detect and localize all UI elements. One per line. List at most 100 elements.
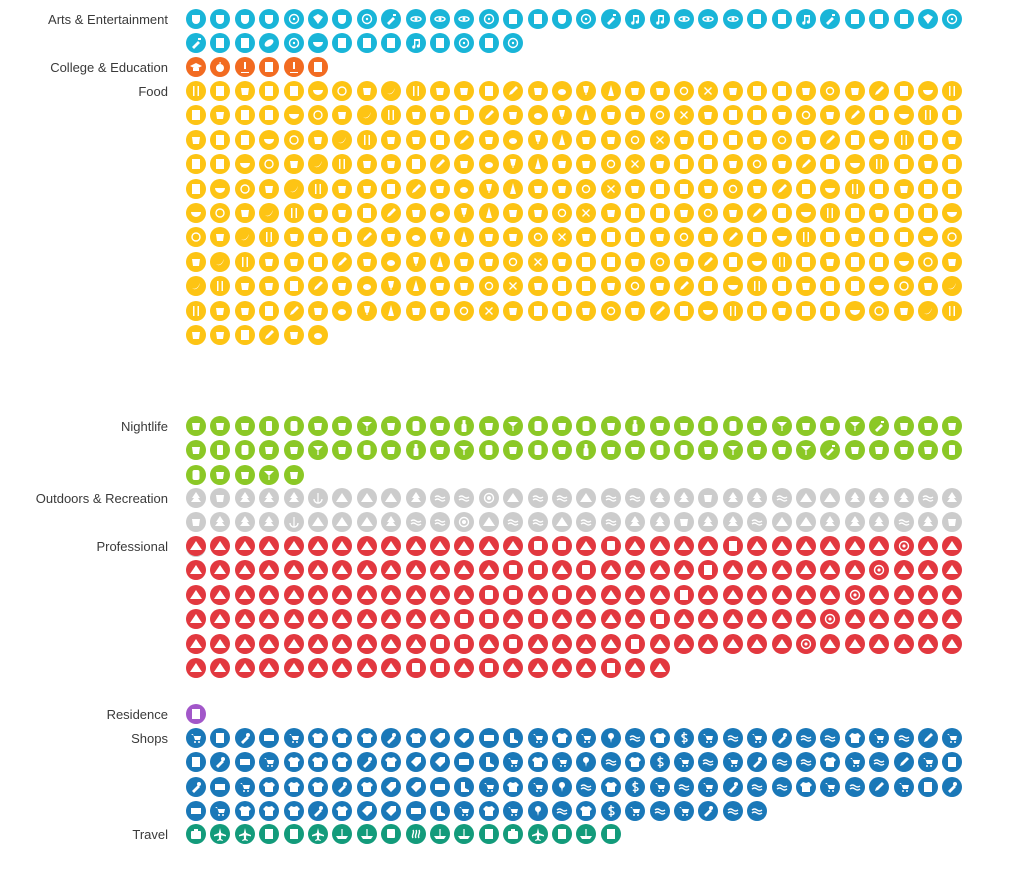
cup-icon[interactable] <box>381 440 401 460</box>
building-icon[interactable] <box>796 252 816 272</box>
cup-icon[interactable] <box>454 154 474 174</box>
theater-icon[interactable] <box>332 9 352 29</box>
microscope-icon[interactable] <box>235 57 255 77</box>
tree-icon[interactable] <box>747 488 767 508</box>
donut-icon[interactable] <box>528 227 548 247</box>
cup-icon[interactable] <box>772 154 792 174</box>
building-icon[interactable] <box>308 252 328 272</box>
shirt-icon[interactable] <box>308 728 328 748</box>
tent-icon[interactable] <box>406 634 426 654</box>
building-icon[interactable] <box>674 301 694 321</box>
shirt-icon[interactable] <box>650 728 670 748</box>
tent-icon[interactable] <box>332 560 352 580</box>
building-icon[interactable] <box>820 276 840 296</box>
tent-icon[interactable] <box>674 609 694 629</box>
bowl-icon[interactable] <box>698 301 718 321</box>
wine-icon[interactable] <box>454 203 474 223</box>
tent-icon[interactable] <box>308 585 328 605</box>
donut-icon[interactable] <box>772 130 792 150</box>
shirt-icon[interactable] <box>332 752 352 772</box>
building-icon[interactable] <box>894 203 914 223</box>
building-icon[interactable] <box>601 824 621 844</box>
wine-icon[interactable] <box>479 179 499 199</box>
cart-icon[interactable] <box>210 801 230 821</box>
atom-icon[interactable] <box>430 9 450 29</box>
music-icon[interactable] <box>796 9 816 29</box>
tag-icon[interactable] <box>381 801 401 821</box>
bus-icon[interactable] <box>528 609 548 629</box>
pretzel-icon[interactable] <box>259 154 279 174</box>
tent-icon[interactable] <box>576 536 596 556</box>
flower-icon[interactable] <box>479 488 499 508</box>
wave-icon[interactable] <box>601 752 621 772</box>
utensils-icon[interactable] <box>210 276 230 296</box>
tent-icon[interactable] <box>894 585 914 605</box>
plane-icon[interactable] <box>308 824 328 844</box>
tent-icon[interactable] <box>503 488 523 508</box>
film-icon[interactable] <box>503 33 523 53</box>
film-icon[interactable] <box>479 9 499 29</box>
wine-icon[interactable] <box>357 301 377 321</box>
tent-icon[interactable] <box>357 609 377 629</box>
graduation-icon[interactable] <box>186 57 206 77</box>
wine-icon[interactable] <box>406 252 426 272</box>
battery-icon[interactable] <box>259 416 279 436</box>
building-icon[interactable] <box>528 9 548 29</box>
cup-icon[interactable] <box>601 416 621 436</box>
tag-icon[interactable] <box>406 752 426 772</box>
building-icon[interactable] <box>820 227 840 247</box>
wrench-icon[interactable] <box>308 801 328 821</box>
cart-icon[interactable] <box>894 777 914 797</box>
tent-icon[interactable] <box>674 634 694 654</box>
crab-icon[interactable] <box>454 179 474 199</box>
pencil-icon[interactable] <box>698 252 718 272</box>
tent-icon[interactable] <box>357 560 377 580</box>
cup-icon[interactable] <box>845 440 865 460</box>
shirt-icon[interactable] <box>820 752 840 772</box>
cup-icon[interactable] <box>284 465 304 485</box>
cup-icon[interactable] <box>357 81 377 101</box>
utensils-icon[interactable] <box>308 179 328 199</box>
tent-icon[interactable] <box>357 512 377 532</box>
building-icon[interactable] <box>942 154 962 174</box>
building-icon[interactable] <box>723 130 743 150</box>
film-icon[interactable] <box>284 33 304 53</box>
wave-icon[interactable] <box>601 512 621 532</box>
pretzel-icon[interactable] <box>235 179 255 199</box>
tent-icon[interactable] <box>723 634 743 654</box>
cup-icon[interactable] <box>528 81 548 101</box>
bus-icon[interactable] <box>503 585 523 605</box>
cart-icon[interactable] <box>503 752 523 772</box>
cup-icon[interactable] <box>918 154 938 174</box>
tent-icon[interactable] <box>869 585 889 605</box>
cup-icon[interactable] <box>357 252 377 272</box>
tent-icon[interactable] <box>747 536 767 556</box>
building-icon[interactable] <box>210 728 230 748</box>
tent-icon[interactable] <box>942 609 962 629</box>
pin-icon[interactable] <box>576 752 596 772</box>
tree-icon[interactable] <box>942 488 962 508</box>
barrel-icon[interactable] <box>650 440 670 460</box>
cup-icon[interactable] <box>308 130 328 150</box>
cup-icon[interactable] <box>259 276 279 296</box>
building-icon[interactable] <box>674 154 694 174</box>
tent-icon[interactable] <box>284 536 304 556</box>
bus-icon[interactable] <box>479 609 499 629</box>
tent-icon[interactable] <box>430 585 450 605</box>
wave-icon[interactable] <box>723 801 743 821</box>
cup-icon[interactable] <box>845 227 865 247</box>
tower-icon[interactable] <box>430 252 450 272</box>
cup-icon[interactable] <box>625 105 645 125</box>
wave-icon[interactable] <box>772 488 792 508</box>
building-icon[interactable] <box>796 179 816 199</box>
wave-icon[interactable] <box>747 801 767 821</box>
cup-icon[interactable] <box>308 227 328 247</box>
banana-icon[interactable] <box>332 130 352 150</box>
battery-icon[interactable] <box>942 440 962 460</box>
cup-icon[interactable] <box>601 105 621 125</box>
pencil-icon[interactable] <box>479 105 499 125</box>
utensils-icon[interactable] <box>918 105 938 125</box>
bus-icon[interactable] <box>454 609 474 629</box>
shirt-icon[interactable] <box>284 801 304 821</box>
building-icon[interactable] <box>259 81 279 101</box>
